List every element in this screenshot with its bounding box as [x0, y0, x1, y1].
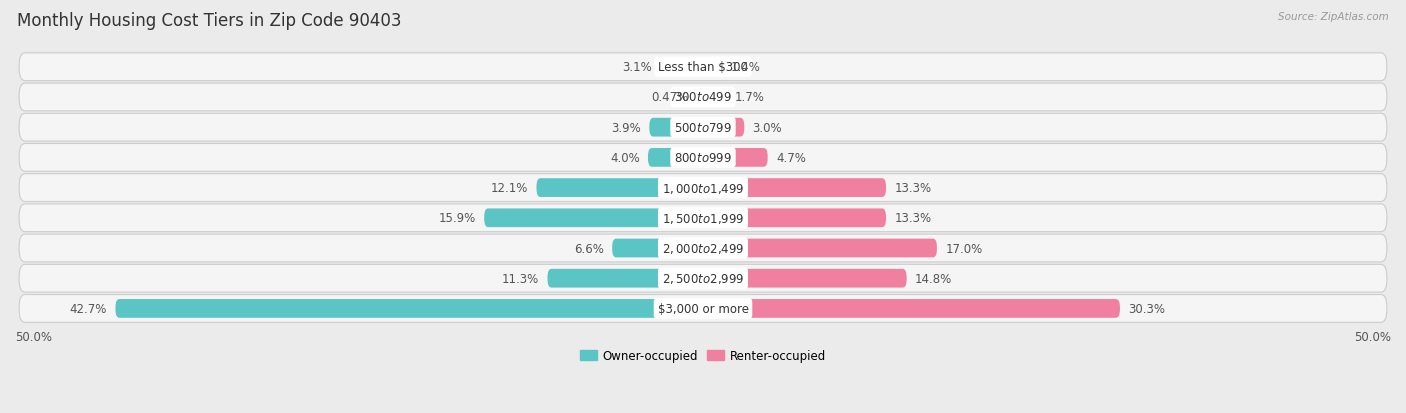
FancyBboxPatch shape	[703, 179, 886, 197]
FancyBboxPatch shape	[703, 269, 907, 288]
FancyBboxPatch shape	[703, 149, 768, 167]
FancyBboxPatch shape	[20, 295, 1386, 323]
Text: 0.47%: 0.47%	[651, 91, 689, 104]
Text: 42.7%: 42.7%	[70, 302, 107, 315]
FancyBboxPatch shape	[20, 174, 1386, 202]
Text: $500 to $799: $500 to $799	[673, 121, 733, 134]
Text: 50.0%: 50.0%	[15, 330, 52, 343]
Text: 30.3%: 30.3%	[1128, 302, 1166, 315]
Text: 14.8%: 14.8%	[915, 272, 952, 285]
FancyBboxPatch shape	[20, 114, 1386, 142]
FancyBboxPatch shape	[20, 265, 1386, 292]
FancyBboxPatch shape	[484, 209, 703, 228]
FancyBboxPatch shape	[115, 299, 703, 318]
FancyBboxPatch shape	[703, 299, 1121, 318]
Text: $1,000 to $1,499: $1,000 to $1,499	[662, 181, 744, 195]
Text: 50.0%: 50.0%	[1354, 330, 1391, 343]
FancyBboxPatch shape	[537, 179, 703, 197]
Text: 3.1%: 3.1%	[623, 61, 652, 74]
FancyBboxPatch shape	[612, 239, 703, 258]
Text: 1.7%: 1.7%	[735, 91, 765, 104]
Text: 13.3%: 13.3%	[894, 212, 931, 225]
Text: $2,500 to $2,999: $2,500 to $2,999	[662, 272, 744, 285]
Text: 1.4%: 1.4%	[731, 61, 761, 74]
Text: 12.1%: 12.1%	[491, 182, 529, 195]
Text: Source: ZipAtlas.com: Source: ZipAtlas.com	[1278, 12, 1389, 22]
FancyBboxPatch shape	[661, 58, 703, 77]
Text: 13.3%: 13.3%	[894, 182, 931, 195]
FancyBboxPatch shape	[648, 149, 703, 167]
Text: 4.0%: 4.0%	[610, 152, 640, 164]
Legend: Owner-occupied, Renter-occupied: Owner-occupied, Renter-occupied	[575, 345, 831, 367]
Text: Less than $300: Less than $300	[658, 61, 748, 74]
Text: Monthly Housing Cost Tiers in Zip Code 90403: Monthly Housing Cost Tiers in Zip Code 9…	[17, 12, 401, 30]
FancyBboxPatch shape	[703, 209, 886, 228]
FancyBboxPatch shape	[20, 235, 1386, 262]
Text: 4.7%: 4.7%	[776, 152, 806, 164]
Text: $800 to $999: $800 to $999	[673, 152, 733, 164]
FancyBboxPatch shape	[20, 144, 1386, 172]
Text: $2,000 to $2,499: $2,000 to $2,499	[662, 242, 744, 255]
Text: $3,000 or more: $3,000 or more	[658, 302, 748, 315]
Text: 3.9%: 3.9%	[612, 121, 641, 134]
FancyBboxPatch shape	[20, 204, 1386, 232]
Text: 15.9%: 15.9%	[439, 212, 477, 225]
FancyBboxPatch shape	[696, 88, 703, 107]
FancyBboxPatch shape	[547, 269, 703, 288]
FancyBboxPatch shape	[650, 119, 703, 137]
Text: $1,500 to $1,999: $1,500 to $1,999	[662, 211, 744, 225]
Text: 6.6%: 6.6%	[574, 242, 605, 255]
FancyBboxPatch shape	[703, 119, 744, 137]
FancyBboxPatch shape	[703, 88, 727, 107]
FancyBboxPatch shape	[703, 239, 936, 258]
FancyBboxPatch shape	[20, 84, 1386, 112]
Text: 17.0%: 17.0%	[945, 242, 983, 255]
Text: 3.0%: 3.0%	[752, 121, 782, 134]
Text: 11.3%: 11.3%	[502, 272, 540, 285]
FancyBboxPatch shape	[20, 54, 1386, 81]
Text: $300 to $499: $300 to $499	[673, 91, 733, 104]
FancyBboxPatch shape	[703, 58, 723, 77]
